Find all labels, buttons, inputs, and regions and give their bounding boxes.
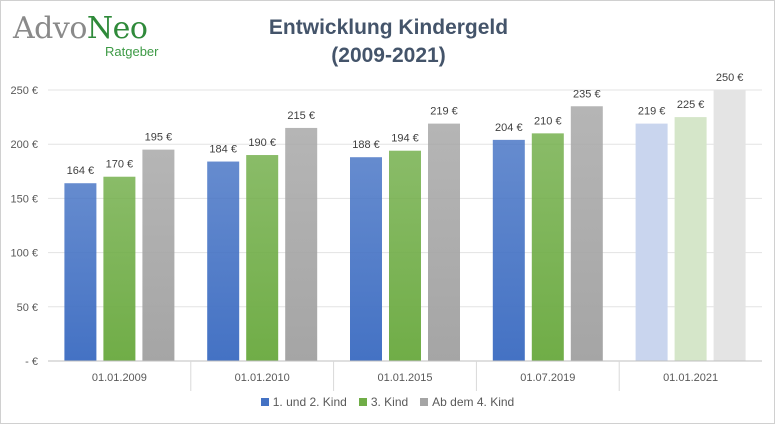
- bar-01.01.2015-Ab dem 4. Kind: [428, 123, 460, 361]
- x-tick-label: 01.01.2015: [377, 372, 432, 384]
- legend-swatch: [358, 398, 367, 406]
- legend-label: Ab dem 4. Kind: [432, 395, 515, 409]
- logo-part-advo: Advo: [13, 11, 87, 46]
- legend-item: Ab dem 4. Kind: [420, 395, 514, 409]
- data-label: 170 €: [106, 159, 134, 171]
- data-label: 204 €: [495, 122, 523, 134]
- y-tick-label: 50 €: [17, 302, 38, 314]
- x-axis: 01.01.2009 01.01.2010 01.01.2015 01.07.2019…: [48, 360, 762, 391]
- data-label: 219 €: [430, 106, 458, 118]
- data-label: 188 €: [352, 139, 380, 151]
- bar-01.01.2010-1. und 2. Kind: [207, 161, 240, 361]
- y-tick-label: 200 €: [10, 139, 38, 151]
- x-tick-label: 01.01.2009: [92, 372, 147, 384]
- x-tick-label: 01.01.2010: [235, 372, 290, 384]
- y-axis: - € 50 € 100 € 150 € 200 € 250 €: [10, 85, 38, 368]
- bar-01.01.2015-1. und 2. Kind: [350, 157, 382, 361]
- y-tick-label: 250 €: [10, 85, 38, 97]
- legend: 1. und 2. Kind 3. Kind Ab dem 4. Kind: [0, 395, 775, 409]
- data-label: 250 €: [716, 72, 744, 84]
- legend-item: 3. Kind: [358, 395, 409, 409]
- logo-part-neo: Neo: [86, 11, 148, 46]
- bar-01.07.2019-3. Kind: [531, 133, 564, 361]
- bar-01.01.2021-1. und 2. Kind: [635, 123, 668, 361]
- data-label: 215 €: [287, 110, 315, 122]
- bar-01.07.2019-1. und 2. Kind: [492, 139, 525, 361]
- legend-swatch: [420, 398, 429, 406]
- y-tick-label: 150 €: [10, 193, 38, 205]
- bar-01.01.2009-Ab dem 4. Kind: [142, 149, 175, 361]
- bar-01.01.2009-1. und 2. Kind: [64, 183, 97, 361]
- bar-01.01.2015-3. Kind: [389, 150, 421, 361]
- logo-subtitle: Ratgeber: [105, 44, 159, 59]
- bar-01.01.2010-Ab dem 4. Kind: [285, 127, 318, 361]
- logo-wordmark: AdvoNeo: [13, 11, 148, 46]
- data-label: 219 €: [638, 106, 666, 118]
- bar-01.01.2021-3. Kind: [674, 117, 707, 361]
- data-label: 194 €: [391, 133, 419, 145]
- y-tick-label: - €: [25, 356, 38, 368]
- data-label: 235 €: [573, 88, 601, 100]
- data-label: 225 €: [677, 99, 705, 111]
- data-label: 164 €: [67, 165, 95, 177]
- chart-title-line1: Entwicklung Kindergeld: [268, 16, 509, 39]
- legend-label: 1. und 2. Kind: [272, 395, 347, 409]
- legend-swatch: [260, 398, 269, 406]
- data-label: 195 €: [145, 132, 173, 144]
- y-tick-label: 100 €: [10, 248, 38, 260]
- bar-01.01.2021-Ab dem 4. Kind: [713, 90, 746, 361]
- data-label: 210 €: [534, 115, 562, 127]
- bar-01.01.2010-3. Kind: [246, 155, 279, 361]
- legend-label: 3. Kind: [370, 395, 409, 409]
- data-label: 190 €: [248, 137, 276, 149]
- chart-title-line2: (2009-2021): [331, 44, 446, 67]
- chart-title: Entwicklung Kindergeld (2009-2021): [201, 14, 576, 70]
- x-tick-label: 01.01.2021: [663, 372, 718, 384]
- legend-item: 1. und 2. Kind: [260, 395, 347, 409]
- advoneo-logo: AdvoNeo Ratgeber: [13, 11, 158, 59]
- bar-01.01.2009-3. Kind: [103, 176, 136, 361]
- bars: 164 € 170 € 195 € 184 € 190 € 215 € 188 € 194 €…: [64, 72, 746, 361]
- bar-01.07.2019-Ab dem 4. Kind: [570, 106, 603, 361]
- x-tick-label: 01.07.2019: [520, 372, 575, 384]
- data-label: 184 €: [209, 144, 237, 156]
